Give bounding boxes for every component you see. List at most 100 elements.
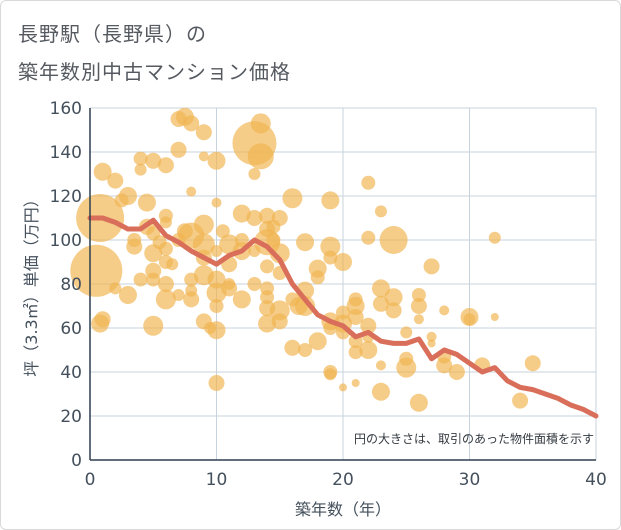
bubble-30 (155, 289, 176, 310)
bubble-54 (210, 245, 223, 257)
bubble-135 (396, 357, 417, 378)
bubble-138 (413, 314, 424, 325)
bubble-71 (246, 210, 263, 226)
bubble-151 (490, 313, 499, 321)
bubble-83 (258, 314, 277, 333)
bubble-136 (411, 288, 426, 302)
y-tick-label-80: 80 (60, 275, 82, 295)
bubble-58 (207, 321, 226, 340)
bubble-15 (137, 193, 156, 212)
bubble-132 (385, 302, 402, 319)
bubble-102 (321, 191, 340, 210)
x-tick-label-30: 30 (459, 470, 481, 490)
bubble-38 (183, 115, 200, 132)
bubble-53 (211, 197, 222, 208)
bubble-42 (183, 291, 200, 308)
bubble-27 (158, 241, 173, 256)
bubble-121 (361, 230, 376, 245)
x-tick-label-20: 20 (332, 470, 354, 490)
bubble-153 (524, 355, 541, 372)
bubble-68 (232, 290, 251, 309)
bubble-126 (371, 279, 390, 298)
axes (89, 108, 596, 461)
bubble-141 (426, 331, 437, 342)
bubble-90 (271, 313, 288, 330)
chart-title-line2: 築年数別中古マンション価格 (18, 60, 291, 84)
trend-line (87, 215, 599, 419)
bubble-size-note: 円の大きさは、取引のあった物件面積を示す (354, 431, 594, 446)
bubble-29 (157, 276, 174, 292)
bubble-145 (436, 357, 453, 374)
bubble-91 (282, 188, 303, 209)
bubble-21 (146, 272, 161, 287)
bubble-87 (269, 243, 290, 264)
bubble-124 (359, 341, 378, 359)
bubble-152 (512, 392, 529, 409)
bubble-70 (248, 168, 261, 180)
bubble-150 (488, 231, 501, 244)
x-axis-label: 築年数（年） (295, 500, 391, 519)
y-tick-label-60: 60 (60, 319, 82, 339)
bubble-120 (361, 175, 376, 190)
bubble-73 (247, 277, 262, 291)
y-tick-label-20: 20 (60, 407, 82, 427)
bubble-74 (250, 113, 271, 134)
x-tick-label-0: 0 (85, 470, 96, 490)
bubble-143 (439, 305, 450, 316)
bubble-109 (334, 253, 352, 271)
bubble-100 (310, 270, 325, 285)
bubble-35 (172, 289, 185, 301)
bubble-133 (400, 326, 413, 339)
y-tick-label-40: 40 (60, 363, 82, 383)
bubble-137 (410, 298, 427, 314)
y-axis-label: 坪（3.3㎡）単価（万円） (22, 191, 41, 376)
bubble-103 (320, 236, 341, 257)
bubble-57 (209, 299, 224, 313)
bubble-17 (145, 152, 162, 169)
bubble-128 (375, 360, 386, 371)
bubble-0 (70, 244, 123, 297)
y-tick-label-140: 140 (50, 143, 82, 163)
bubble-39 (186, 186, 197, 197)
bubble-44 (195, 124, 212, 141)
bubble-5 (107, 172, 124, 189)
bubble-104 (323, 250, 338, 265)
bubble-46 (193, 214, 214, 235)
bubble-79 (260, 259, 275, 274)
bubble-33 (170, 141, 187, 158)
y-tick-label-160: 160 (50, 99, 82, 119)
bubble-45 (198, 151, 209, 162)
bubble-64 (221, 280, 238, 297)
bubble-148 (463, 313, 476, 326)
x-tick-label-10: 10 (206, 470, 228, 490)
y-tick-label-120: 120 (50, 187, 82, 207)
x-tick-label-40: 40 (585, 470, 607, 490)
bubble-127 (372, 295, 389, 312)
y-tick-label-100: 100 (50, 231, 82, 251)
bubble-97 (295, 296, 316, 316)
bubble-118 (348, 345, 363, 360)
bubble-101 (308, 332, 327, 351)
bubble-108 (324, 368, 337, 381)
bubble-65 (232, 204, 251, 223)
bubble-129 (371, 382, 390, 401)
bubble-85 (266, 233, 281, 247)
bubble-8 (118, 187, 137, 205)
bubble-116 (347, 309, 364, 325)
bubble-95 (296, 233, 315, 252)
tick-labels: 0 20 40 60 80 100 120 140 160 0 10 20 30 40 (50, 99, 607, 490)
bubble-139 (409, 393, 428, 412)
bubble-125 (374, 205, 387, 218)
bubble-119 (351, 379, 360, 387)
bubble-81 (260, 290, 275, 305)
bubble-122 (360, 317, 377, 334)
bubble-14 (133, 272, 148, 287)
bubble-59 (208, 375, 225, 391)
bubble-12 (133, 151, 148, 166)
bubble-131 (384, 288, 403, 307)
bubble-76 (259, 207, 276, 224)
bubble-113 (339, 383, 347, 392)
bubble-9 (118, 286, 137, 304)
bubble-75 (247, 143, 274, 170)
